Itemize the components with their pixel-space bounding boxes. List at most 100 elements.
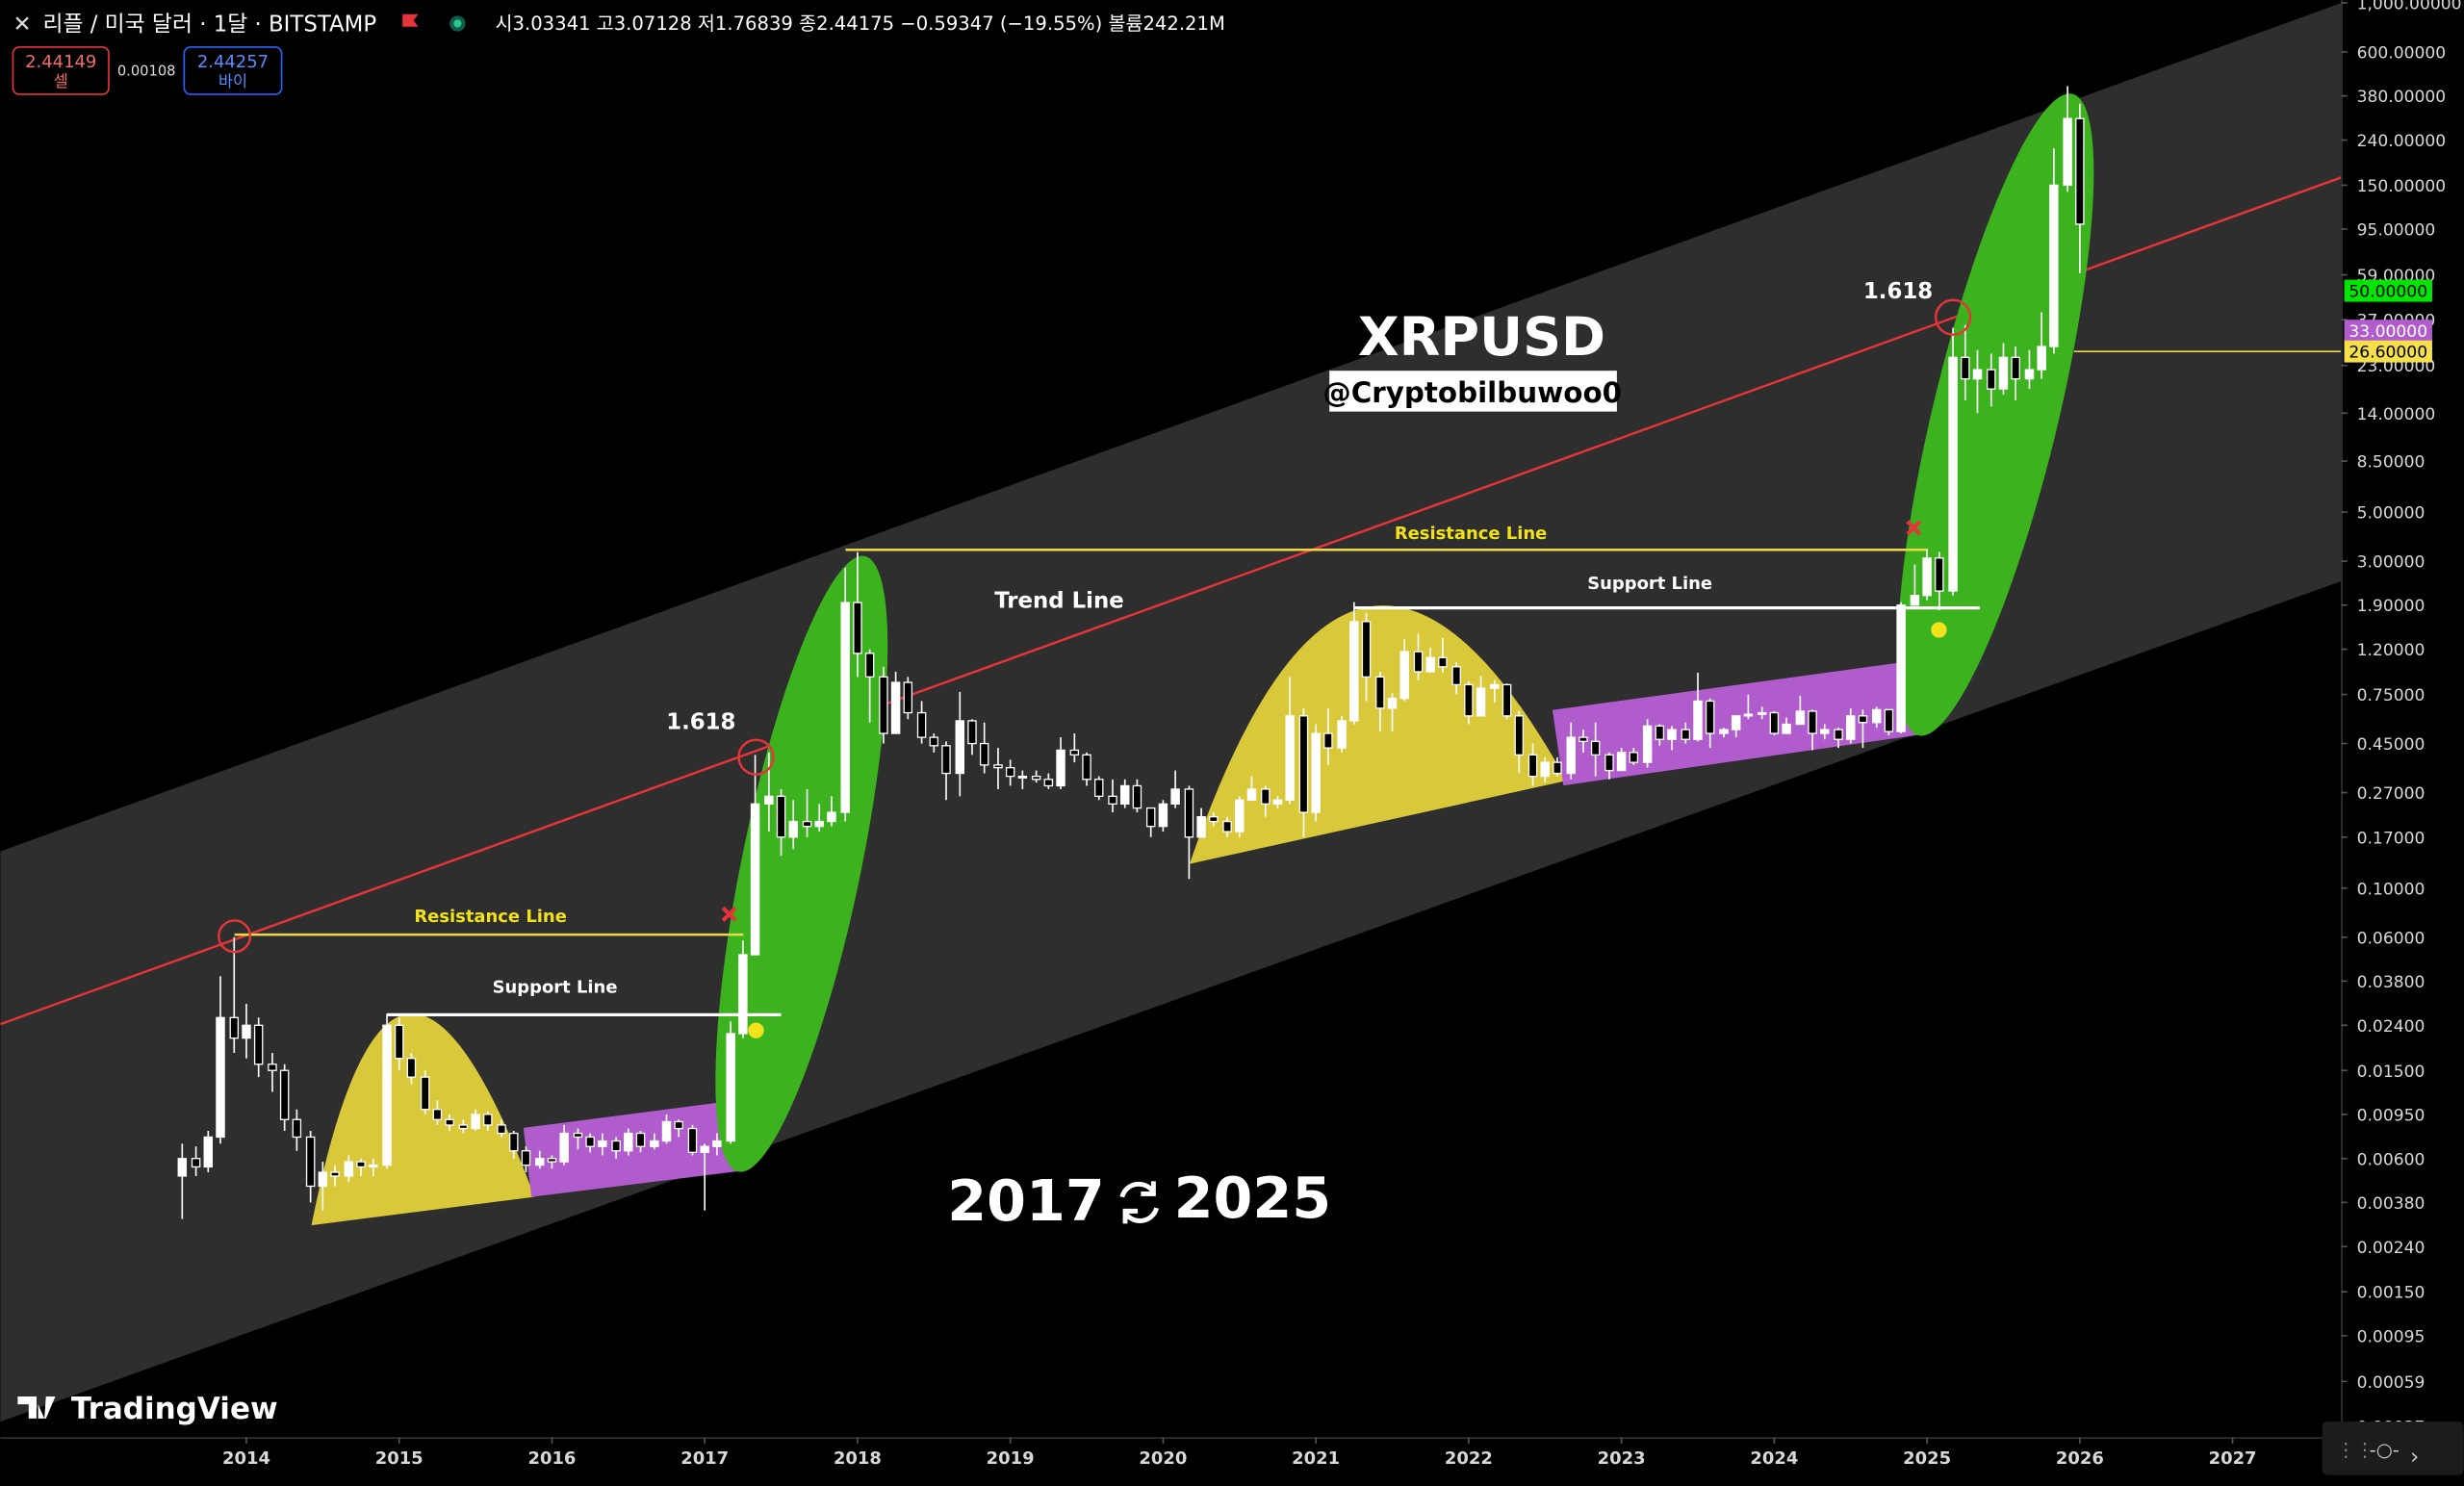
candle-body bbox=[1170, 788, 1180, 805]
candle-body bbox=[535, 1158, 545, 1166]
drag-handle[interactable]: ⋮⋮ bbox=[2336, 1439, 2374, 1461]
candle-body bbox=[1667, 729, 1677, 740]
y-tick-label: 1.90000 bbox=[2357, 597, 2426, 616]
y-tick-label: 1.20000 bbox=[2357, 641, 2426, 660]
candle-body bbox=[1616, 752, 1627, 772]
fib-circle bbox=[737, 738, 775, 776]
candle-body bbox=[1757, 711, 1767, 715]
y-tick-label: 0.75000 bbox=[2357, 686, 2426, 705]
logo-mark bbox=[17, 1396, 56, 1419]
candle-body bbox=[1298, 715, 1309, 813]
candle-body bbox=[1043, 779, 1054, 787]
sell-button[interactable] bbox=[12, 46, 110, 95]
candle-body bbox=[788, 820, 798, 838]
candle-body bbox=[585, 1136, 595, 1147]
candle-body bbox=[382, 1024, 392, 1166]
logo-text: TradingView bbox=[71, 1392, 278, 1426]
price-axis bbox=[2341, 0, 2464, 1486]
candle-body bbox=[1820, 729, 1830, 734]
y-tick-label: 0.00600 bbox=[2357, 1150, 2426, 1169]
candle-body bbox=[1017, 775, 1028, 779]
y-tick-label: 0.00059 bbox=[2357, 1373, 2426, 1393]
candle-body bbox=[1972, 369, 1983, 380]
candle-body bbox=[1094, 779, 1104, 798]
y-tick-label: 95.00000 bbox=[2357, 221, 2436, 241]
sell-label[interactable]: 셀 bbox=[54, 72, 68, 90]
candles bbox=[177, 86, 2085, 1219]
candle-body bbox=[177, 1158, 188, 1177]
candle-body bbox=[203, 1136, 214, 1168]
sell-price[interactable]: 2.44149 bbox=[25, 52, 96, 72]
candle-body bbox=[1871, 708, 1882, 724]
candle-body bbox=[1514, 715, 1525, 756]
candle-body bbox=[1158, 803, 1168, 828]
candle-body bbox=[1349, 621, 1359, 722]
buy-label[interactable]: 바이 bbox=[218, 72, 247, 90]
y-tick-label: 380.00000 bbox=[2357, 88, 2447, 107]
y-tick-label: 0.01500 bbox=[2357, 1063, 2426, 1082]
candle-body bbox=[547, 1158, 557, 1163]
scroll-right[interactable]: › bbox=[2410, 1445, 2419, 1470]
candle-body bbox=[903, 681, 913, 714]
candle-body bbox=[598, 1140, 607, 1147]
trend-label: Trend Line bbox=[994, 589, 1123, 614]
y-tick-label: 0.00095 bbox=[2357, 1327, 2426, 1346]
price-tag-label: 26.60000 bbox=[2348, 344, 2427, 363]
candle-body bbox=[650, 1140, 659, 1147]
x-tick-label: 2024 bbox=[1750, 1448, 1798, 1469]
candle-body bbox=[827, 811, 836, 823]
candle-body bbox=[1056, 749, 1065, 787]
candle-body bbox=[1261, 788, 1270, 805]
y-tick-label: 0.10000 bbox=[2357, 880, 2426, 899]
ohlc-readout: 시3.03341 고3.07128 저1.76839 종2.44175 −0.5… bbox=[496, 13, 1225, 35]
candle-body bbox=[738, 954, 748, 1035]
candle-body bbox=[1629, 752, 1639, 763]
candle-body bbox=[611, 1140, 621, 1152]
candle-body bbox=[1795, 710, 1806, 726]
x-mark bbox=[1906, 520, 1922, 536]
buy-price[interactable]: 2.44257 bbox=[197, 52, 269, 72]
y-tick-label: 14.00000 bbox=[2357, 405, 2436, 424]
y-tick-label: 0.00240 bbox=[2357, 1239, 2426, 1258]
x-tick-label: 2016 bbox=[527, 1448, 576, 1469]
candle-body bbox=[1693, 700, 1703, 740]
candle-body bbox=[1438, 656, 1448, 668]
chart-title: XRPUSD bbox=[1358, 306, 1605, 369]
yellow-arch bbox=[1189, 605, 1567, 864]
candle-body bbox=[420, 1076, 430, 1111]
candle-body bbox=[394, 1024, 404, 1060]
candle-body bbox=[1285, 715, 1295, 801]
candle-body bbox=[1705, 700, 1715, 734]
status-dot-core bbox=[453, 19, 462, 28]
fib-circle bbox=[218, 919, 252, 954]
candle-body bbox=[1896, 604, 1906, 732]
zoom-control[interactable] bbox=[2322, 1422, 2464, 1475]
candle-body bbox=[521, 1150, 531, 1166]
subtitle-box bbox=[1329, 371, 1617, 412]
range-icon[interactable]: -○- bbox=[2370, 1439, 2400, 1461]
candle-body bbox=[916, 711, 927, 738]
candle-body bbox=[624, 1132, 633, 1152]
y-tick-label: 8.50000 bbox=[2357, 453, 2426, 473]
candle-body bbox=[2049, 184, 2059, 347]
candle-body bbox=[305, 1136, 316, 1188]
candle-body bbox=[509, 1132, 519, 1152]
x-tick-label: 2026 bbox=[2056, 1448, 2104, 1469]
candle-body bbox=[1846, 715, 1856, 740]
y-tick-label: 150.00000 bbox=[2357, 177, 2447, 196]
chart-subtitle: @Cryptobilbuwoo0 bbox=[1322, 376, 1622, 409]
buy-button[interactable] bbox=[183, 46, 283, 95]
candle-body bbox=[253, 1024, 264, 1065]
candle-body bbox=[229, 1016, 240, 1039]
candle-body bbox=[853, 602, 862, 654]
candle-body bbox=[216, 1016, 225, 1139]
candle-body bbox=[2037, 346, 2046, 371]
x-tick-label: 2022 bbox=[1445, 1448, 1493, 1469]
candle-body bbox=[1413, 651, 1424, 673]
fib-label: 1.618 bbox=[1863, 279, 1933, 304]
green-rally bbox=[1897, 93, 2094, 736]
candle-body bbox=[1566, 736, 1576, 775]
y-tick-label: 0.00150 bbox=[2357, 1284, 2426, 1303]
candle-body bbox=[993, 764, 1003, 769]
